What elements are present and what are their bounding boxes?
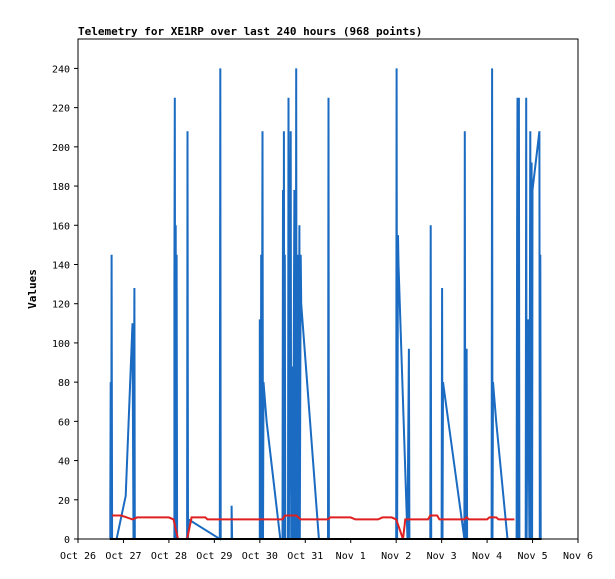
- y-axis: 0 20 40 60 80 100 120 140 160 180 200 220 240: [52, 64, 78, 546]
- x-tick-label: Nov 1: [336, 551, 366, 562]
- x-tick-label: Nov 4: [472, 551, 502, 562]
- y-tick-label: 220: [52, 104, 70, 115]
- y-tick-label: 80: [58, 378, 70, 389]
- x-tick-label: Nov 6: [563, 551, 593, 562]
- x-tick-label: Oct 30: [242, 551, 278, 562]
- y-tick-label: 100: [52, 339, 70, 350]
- x-axis: Oct 26 Oct 27 Oct 28 Oct 29 Oct 30 Oct 31 Nov …: [60, 539, 593, 562]
- x-tick-label: Oct 31: [287, 551, 323, 562]
- y-tick-label: 200: [52, 143, 70, 154]
- x-tick-label: Oct 28: [151, 551, 187, 562]
- series-group: [109, 68, 542, 541]
- y-tick-label: 0: [64, 535, 70, 546]
- x-tick-label: Nov 5: [517, 551, 547, 562]
- y-axis-label: Values: [26, 269, 39, 309]
- x-tick-label: Nov 3: [427, 551, 457, 562]
- y-tick-label: 120: [52, 300, 70, 311]
- y-tick-label: 180: [52, 182, 70, 193]
- x-tick-label: Oct 29: [196, 551, 232, 562]
- x-tick-label: Oct 27: [105, 551, 141, 562]
- x-tick-label: Oct 26: [60, 551, 96, 562]
- y-tick-label: 160: [52, 221, 70, 232]
- x-tick-label: Nov 2: [381, 551, 411, 562]
- y-tick-label: 240: [52, 64, 70, 75]
- y-tick-label: 40: [58, 457, 70, 468]
- y-tick-label: 60: [58, 417, 70, 428]
- chart-title: Telemetry for XE1RP over last 240 hours …: [78, 25, 422, 38]
- y-tick-label: 20: [58, 496, 70, 507]
- y-tick-label: 140: [52, 260, 70, 271]
